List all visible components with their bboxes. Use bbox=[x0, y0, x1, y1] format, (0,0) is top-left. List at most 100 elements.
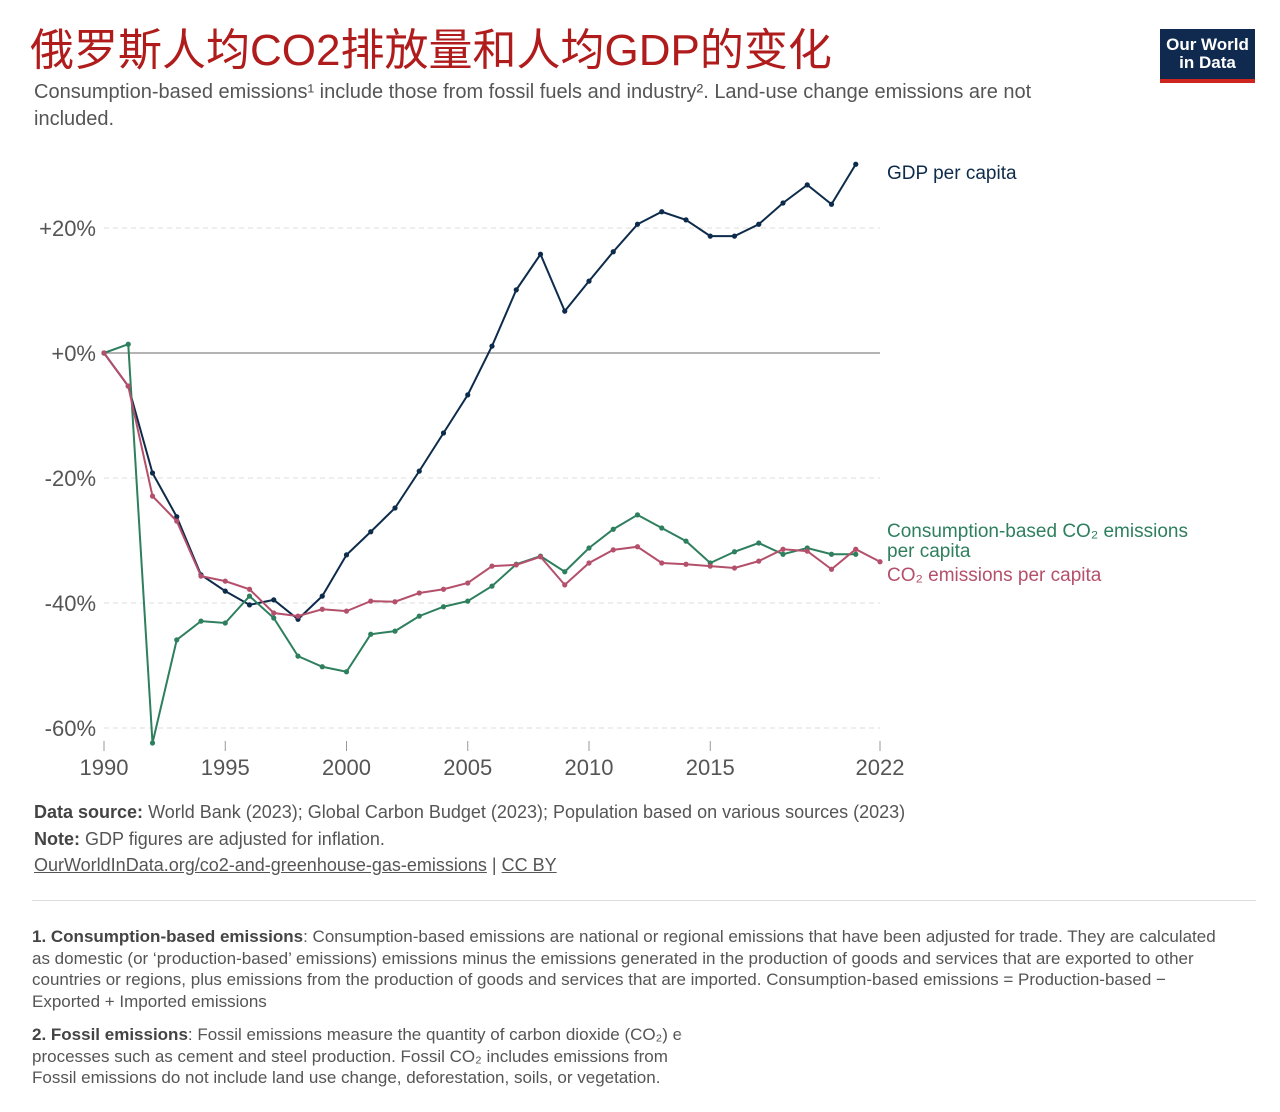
footnote-label: 1. Consumption-based emissions bbox=[32, 927, 304, 946]
x-tick-label: 1990 bbox=[80, 755, 129, 780]
data-point bbox=[853, 551, 859, 557]
data-point bbox=[828, 201, 835, 207]
data-point bbox=[125, 341, 131, 347]
data-point bbox=[513, 562, 519, 568]
data-point bbox=[174, 514, 180, 520]
data-point bbox=[562, 308, 568, 314]
data-point bbox=[440, 586, 447, 592]
data-point bbox=[101, 350, 107, 356]
data-point bbox=[149, 740, 156, 746]
data-point bbox=[465, 392, 471, 398]
data-point bbox=[756, 558, 762, 564]
data-point bbox=[343, 608, 350, 614]
data-point bbox=[174, 637, 180, 643]
link[interactable]: OurWorldInData.org/co2-and-greenhouse-ga… bbox=[34, 855, 487, 875]
data-point bbox=[780, 546, 786, 552]
data-point bbox=[659, 560, 665, 566]
source: World Bank (2023); Global Carbon Budget … bbox=[148, 802, 906, 822]
data-point bbox=[489, 343, 495, 349]
data-point bbox=[586, 560, 592, 566]
y-tick-label: -40% bbox=[45, 591, 96, 616]
data-point bbox=[198, 573, 204, 579]
data-point bbox=[198, 618, 204, 624]
series-label[interactable]: CO₂ emissions per capita bbox=[887, 565, 1102, 586]
logo-text: in Data bbox=[1179, 53, 1236, 72]
data-point bbox=[780, 551, 786, 557]
note-line: Note: GDP figures are adjusted for infla… bbox=[34, 829, 385, 850]
data-point bbox=[343, 552, 350, 558]
data-point bbox=[222, 578, 228, 584]
series-line bbox=[103, 352, 881, 618]
data-point bbox=[392, 628, 398, 634]
footnote: 2. Fossil emissions: Fossil emissions me… bbox=[32, 1024, 1232, 1089]
data-point bbox=[246, 586, 253, 592]
source-line: Data source: World Bank (2023); Global C… bbox=[34, 802, 905, 823]
data-point bbox=[683, 561, 689, 567]
data-point bbox=[707, 233, 713, 239]
data-point bbox=[271, 597, 277, 603]
data-point bbox=[731, 565, 738, 571]
data-point bbox=[804, 548, 810, 554]
data-point bbox=[295, 653, 301, 659]
divider bbox=[32, 900, 1256, 901]
data-point bbox=[489, 583, 495, 589]
data-point bbox=[440, 430, 447, 436]
series-label[interactable]: GDP per capita bbox=[887, 163, 1017, 184]
x-tick-label: 2005 bbox=[443, 755, 492, 780]
fade-overlay bbox=[680, 1024, 1280, 1069]
chart-subtitle: Consumption-based emissions¹ include tho… bbox=[34, 81, 1032, 130]
footnote-text: : Fossil emissions measure the quantity … bbox=[187, 1025, 683, 1044]
data-point bbox=[828, 566, 835, 572]
data-point bbox=[877, 559, 883, 565]
footnote-line: 2. Fossil emissions: Fossil emissions me… bbox=[32, 1024, 1232, 1046]
note: GDP figures are adjusted for inflation. bbox=[85, 829, 385, 849]
data-point bbox=[634, 221, 641, 227]
data-point bbox=[756, 540, 762, 546]
data-point bbox=[659, 525, 665, 531]
data-point bbox=[634, 512, 641, 518]
logo[interactable]: Our World in Data bbox=[1160, 29, 1255, 83]
data-point bbox=[222, 620, 228, 626]
x-tick-label: 2022 bbox=[856, 755, 905, 780]
note-label: Note: bbox=[34, 829, 80, 849]
logo-text: Our World bbox=[1166, 35, 1249, 54]
data-point bbox=[368, 529, 374, 535]
data-point bbox=[586, 278, 592, 284]
data-point bbox=[222, 588, 228, 594]
footnote-line: Fossil emissions do not include land use… bbox=[32, 1068, 661, 1087]
data-point bbox=[368, 598, 374, 604]
data-point bbox=[586, 545, 592, 551]
data-point bbox=[271, 615, 277, 621]
data-point bbox=[780, 200, 786, 206]
data-point bbox=[246, 593, 253, 599]
series-line bbox=[103, 163, 857, 621]
x-tick-label: 2010 bbox=[565, 755, 614, 780]
data-point bbox=[707, 563, 713, 569]
data-point bbox=[634, 544, 641, 550]
data-point bbox=[562, 569, 568, 575]
data-point bbox=[319, 606, 325, 612]
series-label[interactable]: Consumption-based CO₂ emissions per capi… bbox=[887, 521, 1188, 562]
x-tick-label: 2000 bbox=[322, 755, 371, 780]
data-point bbox=[149, 470, 156, 476]
y-tick-label: -60% bbox=[45, 716, 96, 741]
data-point bbox=[853, 546, 859, 552]
data-point bbox=[537, 554, 544, 560]
data-point bbox=[828, 551, 835, 557]
data-point bbox=[756, 221, 762, 227]
data-point bbox=[295, 613, 301, 619]
data-point bbox=[319, 593, 325, 599]
data-point bbox=[562, 582, 568, 588]
x-tick-label: 1995 bbox=[201, 755, 250, 780]
data-point bbox=[465, 598, 471, 604]
data-point bbox=[513, 287, 519, 293]
data-point bbox=[368, 631, 374, 637]
data-point bbox=[489, 563, 495, 569]
data-point bbox=[343, 669, 350, 675]
chart: +20% +0% -20% -40% -60% 1990 1995 2000 2005 2010 2… bbox=[39, 161, 905, 780]
chart-title: 俄罗斯人均CO2排放量和人均GDP的变化 bbox=[30, 26, 832, 75]
data-point bbox=[416, 468, 422, 474]
license[interactable]: CC BY bbox=[501, 855, 557, 875]
data-point bbox=[659, 209, 665, 215]
